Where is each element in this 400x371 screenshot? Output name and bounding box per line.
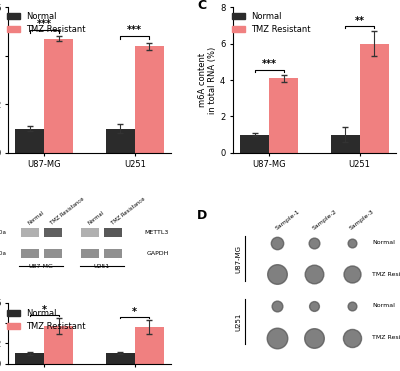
Text: ***: *** (127, 25, 142, 35)
Text: C: C (197, 0, 206, 12)
Bar (16, 129, 44, 153)
Point (348, 335, 355, 341)
Bar (360, 44, 388, 153)
Bar (104, 228, 122, 237)
Text: U251: U251 (94, 264, 110, 269)
Legend: Normal, TMZ Resistant: Normal, TMZ Resistant (229, 9, 314, 37)
Bar (135, 327, 164, 364)
Bar (44, 228, 62, 237)
Text: Sample-3: Sample-3 (348, 208, 375, 230)
Bar (21, 249, 39, 257)
Text: Sample-2: Sample-2 (312, 208, 338, 230)
Bar (104, 249, 122, 257)
Text: TMZ Resistance: TMZ Resistance (372, 272, 400, 277)
Bar (81, 249, 99, 257)
Point (311, 240, 318, 246)
Bar (16, 354, 44, 364)
Bar (44, 249, 62, 257)
Point (274, 335, 281, 341)
Point (348, 272, 355, 278)
Text: TMZ Resistance: TMZ Resistance (50, 197, 86, 226)
Bar (135, 46, 164, 153)
Bar (21, 228, 39, 237)
Point (274, 272, 281, 278)
Text: U87-MG: U87-MG (29, 264, 54, 269)
Text: ***: *** (37, 19, 52, 29)
Text: GAPDH: GAPDH (147, 251, 169, 256)
Text: 65 KDa: 65 KDa (0, 230, 6, 235)
Bar (44, 326, 73, 364)
Text: TMZ Resistance: TMZ Resistance (110, 197, 146, 226)
Point (311, 335, 318, 341)
Bar (106, 354, 135, 364)
Text: ***: *** (262, 59, 277, 69)
Text: U251: U251 (236, 312, 242, 331)
Legend: Normal, TMZ Resistant: Normal, TMZ Resistant (4, 9, 89, 37)
Text: Normal: Normal (372, 303, 395, 308)
Text: Normal: Normal (372, 240, 395, 245)
Point (311, 303, 318, 309)
Bar (44, 39, 73, 153)
Point (274, 303, 281, 309)
Point (348, 240, 355, 246)
Text: D: D (197, 210, 207, 223)
Point (311, 272, 318, 278)
Bar (81, 228, 99, 237)
Bar (106, 129, 135, 153)
Text: U87-MG: U87-MG (236, 244, 242, 273)
Bar (240, 135, 269, 153)
Text: *: * (42, 305, 47, 315)
Text: 35 KDa: 35 KDa (0, 251, 6, 256)
Text: Sample-1: Sample-1 (274, 209, 301, 230)
Bar (331, 135, 360, 153)
Y-axis label: m6A content
in total RNA (%): m6A content in total RNA (%) (198, 46, 217, 114)
Text: METTL3: METTL3 (145, 230, 169, 235)
Legend: Normal, TMZ Resistant: Normal, TMZ Resistant (4, 306, 89, 334)
Point (274, 240, 281, 246)
Text: *: * (132, 307, 137, 317)
Point (348, 303, 355, 309)
Text: TMZ Resistance: TMZ Resistance (372, 335, 400, 340)
Text: Normal: Normal (27, 210, 45, 226)
Text: Normal: Normal (87, 210, 105, 226)
Bar (269, 78, 298, 153)
Text: **: ** (355, 16, 365, 26)
